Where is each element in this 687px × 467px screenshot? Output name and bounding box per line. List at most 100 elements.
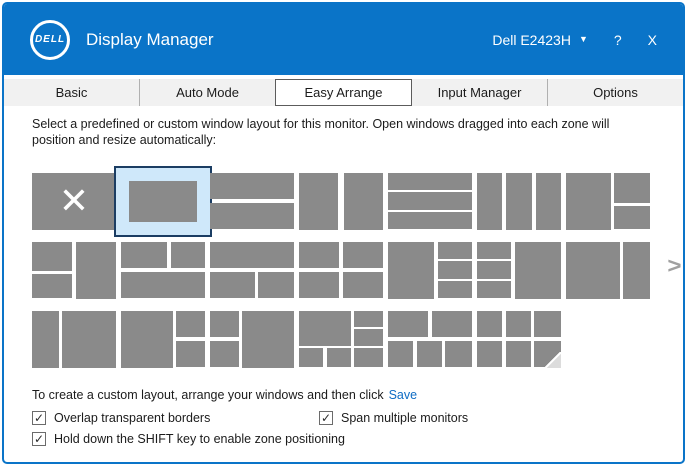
layout-tile-2-columns[interactable] [299, 172, 383, 230]
layout-zone [613, 205, 650, 230]
dell-logo-text: DELL [34, 34, 66, 45]
custom-layout-hint: To create a custom layout, arrange your … [32, 388, 659, 402]
layout-grid-wrap: ✕ > [32, 165, 682, 368]
monitor-name: Dell E2423H [492, 31, 571, 48]
layout-tile-quad-grid[interactable] [299, 241, 383, 299]
help-button[interactable]: ? [613, 31, 622, 48]
layout-zone [388, 310, 429, 338]
layout-zone [388, 172, 472, 190]
layout-tile-left-3-rows-plus-right[interactable] [477, 241, 561, 299]
checkbox-box[interactable]: ✓ [319, 410, 333, 425]
checkbox-shift-zone-positioning[interactable]: ✓ Hold down the SHIFT key to enable zone… [32, 431, 659, 446]
layout-tile-big-top-left-six-zone[interactable] [299, 310, 383, 368]
monitor-selector-dropdown[interactable]: Dell E2423H ▼ [492, 32, 588, 48]
layout-preview [299, 172, 383, 230]
layout-zone [32, 273, 73, 299]
layout-zone [431, 310, 472, 338]
layout-preview [388, 310, 472, 368]
layout-preview [477, 310, 561, 368]
custom-layout-text: To create a custom layout, arrange your … [32, 387, 384, 402]
layout-tile-left-plus-right-2-rows-narrow[interactable] [121, 310, 205, 368]
layout-zone [477, 281, 512, 299]
checkbox-span-multiple-monitors[interactable]: ✓ Span multiple monitors [319, 410, 659, 425]
checkbox-label: Overlap transparent borders [54, 410, 211, 425]
check-icon: ✓ [320, 410, 332, 425]
save-link[interactable]: Save [388, 387, 418, 402]
layout-zone [299, 172, 339, 230]
layout-tile-left-2-rows-plus-right[interactable] [32, 241, 116, 299]
layout-preview [210, 241, 294, 299]
layout-zone [342, 271, 383, 299]
layout-preview [121, 241, 205, 299]
layout-zone [299, 241, 340, 269]
tab-basic[interactable]: Basic [4, 79, 139, 106]
layout-tile-single[interactable] [114, 165, 212, 237]
app-title: Display Manager [86, 29, 214, 49]
delete-layout-icon: ✕ [58, 180, 90, 221]
layout-zone [514, 241, 561, 299]
layout-preview [388, 241, 472, 299]
titlebar-actions: Dell E2423H ▼ ? X [492, 32, 657, 48]
checkbox-box[interactable]: ✓ [32, 431, 46, 446]
checkbox-overlap-transparent-borders[interactable]: ✓ Overlap transparent borders [32, 410, 319, 425]
layout-preview [477, 172, 561, 230]
tab-auto-mode[interactable]: Auto Mode [139, 79, 275, 106]
layout-zone [354, 310, 383, 328]
more-layouts-button[interactable]: > [667, 252, 682, 278]
checkbox-label: Span multiple monitors [341, 410, 469, 425]
layout-zone [388, 192, 472, 210]
layout-zone [566, 172, 611, 230]
layout-preview: ✕ [32, 172, 116, 230]
layout-tile-3-columns[interactable] [477, 172, 561, 230]
layout-zone [62, 310, 116, 368]
layout-zone [477, 310, 503, 338]
layout-preview [299, 241, 383, 299]
layout-zone [343, 172, 383, 230]
layout-zone [505, 310, 531, 338]
layout-tile-left-plus-right-3-rows[interactable] [388, 241, 472, 299]
layout-zone [342, 241, 383, 269]
titlebar: DELL Display Manager Dell E2423H ▼ ? X [4, 4, 683, 75]
layout-zone [210, 271, 255, 299]
layout-zone [477, 241, 512, 259]
layout-zone [416, 340, 442, 368]
layout-tile-left-2-rows-narrow-plus-right[interactable] [210, 310, 294, 368]
layout-preview [129, 180, 197, 222]
layout-tile-top-2-cols-plus-bottom[interactable] [121, 241, 205, 299]
layout-zone [210, 241, 294, 269]
layout-zone [176, 310, 205, 338]
layout-tile-2-over-3[interactable] [388, 310, 472, 368]
layout-tile-2-rows[interactable] [210, 172, 294, 230]
layout-zone [210, 310, 239, 338]
layout-preview [388, 172, 472, 230]
layout-zone [623, 241, 650, 299]
checkbox-box[interactable]: ✓ [32, 410, 46, 425]
layout-tile-3x2-grid-custom[interactable] [477, 310, 561, 368]
close-button[interactable]: X [647, 31, 657, 48]
layout-zone [388, 212, 472, 230]
layout-zone [121, 241, 168, 269]
layout-tile-2-columns-narrow-left[interactable] [32, 310, 116, 368]
layout-tile-3-rows[interactable] [388, 172, 472, 230]
layout-zone [437, 241, 472, 259]
layout-zone [437, 281, 472, 299]
layout-tile-disable[interactable]: ✕ [32, 172, 116, 230]
layout-tile-top-plus-bottom-2-cols[interactable] [210, 241, 294, 299]
tab-options[interactable]: Options [547, 79, 683, 106]
tab-input-manager[interactable]: Input Manager [412, 79, 547, 106]
layout-zone [354, 348, 383, 368]
tab-easy-arrange[interactable]: Easy Arrange [275, 79, 412, 106]
layout-zone [210, 172, 294, 200]
layout-tile-left-plus-right-2-rows[interactable] [566, 172, 650, 230]
layout-zone [477, 261, 512, 279]
layout-grid: ✕ [32, 165, 650, 368]
options-checkboxes: ✓ Overlap transparent borders ✓ Span mul… [32, 410, 659, 446]
layout-preview [210, 172, 294, 230]
layout-tile-2-columns-wide-left[interactable] [566, 241, 650, 299]
layout-zone [32, 172, 116, 230]
instruction-text: Select a predefined or custom window lay… [32, 117, 610, 148]
layout-preview [299, 310, 383, 368]
layout-zone [299, 310, 352, 346]
check-icon: ✓ [33, 410, 45, 425]
layout-zone [477, 172, 503, 230]
